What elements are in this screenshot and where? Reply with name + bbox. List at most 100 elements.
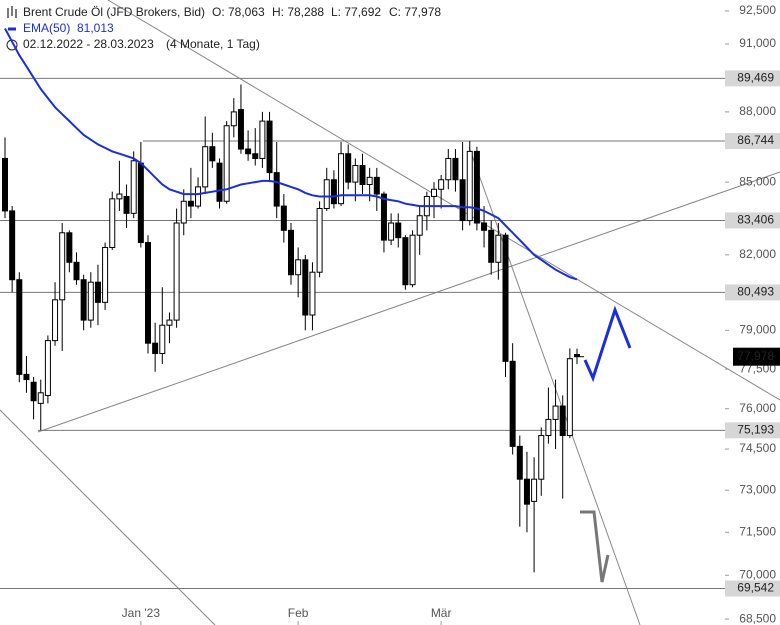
candle-body (130, 160, 137, 214)
candle-body (16, 279, 23, 375)
open-label: O: 78,063 (212, 5, 265, 19)
candle-body (359, 165, 366, 186)
candle-body (488, 229, 495, 263)
candle-body (202, 146, 209, 188)
candle-body (266, 120, 273, 174)
candle-body (566, 358, 573, 437)
candle-body (481, 222, 488, 231)
trend-line (37, 171, 780, 433)
y-tick-label: 71,500 (739, 524, 776, 538)
candle-body (9, 210, 16, 281)
candle-body (159, 324, 166, 355)
candle-body (52, 299, 59, 342)
level-label-box (725, 132, 780, 149)
level-label-box (725, 422, 780, 439)
candle-body (559, 405, 566, 437)
candle-body (280, 205, 287, 231)
y-tick-label: 91,000 (739, 36, 776, 50)
level-label-box (725, 284, 780, 301)
candle-body (473, 150, 480, 224)
level-label-box (725, 580, 780, 597)
close-label: C: 77,978 (389, 5, 441, 19)
candle-body (545, 418, 552, 437)
level-label: 86,744 (737, 133, 774, 147)
candle-body (123, 195, 130, 214)
candle-body (166, 319, 173, 326)
y-tick-label: 74,500 (739, 441, 776, 455)
period: 02.12.2022 - 28.03.2023 (23, 37, 154, 51)
candle-body (373, 176, 380, 195)
candle-body (466, 150, 473, 222)
candle-body (30, 381, 37, 402)
y-tick-label: 88,000 (739, 104, 776, 118)
level-label: 69,542 (737, 581, 774, 595)
ema-value: 81,013 (77, 21, 114, 35)
instrument-title: Brent Crude Öl (JFD Brokers, Bid) (23, 5, 205, 19)
y-tick-label: 82,000 (739, 247, 776, 261)
candle-body (438, 179, 445, 190)
header: Brent Crude Öl (JFD Brokers, Bid) O: 78,… (6, 5, 441, 51)
candle-body (66, 232, 73, 263)
candle-body (431, 188, 437, 197)
candle-body (345, 153, 352, 183)
candle-body (94, 281, 101, 303)
level-label-box (725, 70, 780, 87)
x-tick-label: Feb (288, 606, 309, 620)
candle-body (538, 435, 545, 480)
y-tick-label: 76,000 (739, 401, 776, 415)
candle-body (338, 153, 345, 205)
candle-body (195, 186, 202, 207)
level-label: 89,469 (737, 71, 774, 85)
candle-body (259, 120, 266, 159)
trend-line (0, 409, 216, 625)
low-label: L: 77,692 (331, 5, 381, 19)
candle-body (516, 445, 523, 480)
candle-body (459, 179, 466, 222)
candle-body (409, 234, 416, 286)
y-tick-label: 68,500 (739, 611, 776, 625)
ohlc-icon (7, 6, 17, 18)
y-tick-label: 70,000 (739, 567, 776, 581)
candle-body (180, 200, 187, 224)
ema-legend: EMA(50) (23, 21, 70, 35)
price-marker-box (733, 347, 780, 366)
candle-body (223, 125, 230, 202)
candle-body (309, 271, 316, 316)
candle-body (145, 242, 151, 344)
candle-body (59, 232, 66, 301)
candle-body (173, 222, 180, 321)
candle-body (288, 229, 294, 276)
price-marker-label: 77,978 (737, 349, 774, 363)
y-tick-label: 73,000 (739, 482, 776, 496)
period-span: (4 Monate, 1 Tag) (166, 37, 260, 51)
candle-body (366, 176, 373, 186)
candle-body (452, 157, 459, 181)
y-tick-label: 92,500 (739, 3, 776, 17)
x-tick-label: Mär (431, 606, 452, 620)
candle-body (323, 179, 330, 209)
candle-body (44, 340, 51, 396)
candle-body (187, 200, 194, 207)
candle-body (137, 162, 144, 244)
candle-body (87, 281, 94, 321)
candle-body (552, 405, 559, 420)
candle-body (152, 342, 159, 355)
candle-body (388, 222, 395, 241)
candle-body (237, 109, 244, 150)
candle-body (23, 373, 30, 381)
candle-body (295, 259, 302, 276)
candle-body (509, 360, 516, 447)
trend-line (107, 0, 780, 401)
candle-body (73, 261, 80, 281)
candle-body (402, 237, 409, 286)
candle-body (316, 207, 323, 273)
level-label: 80,493 (737, 285, 774, 299)
candle-body (352, 165, 359, 183)
candle-body (102, 246, 109, 303)
candle-body (416, 215, 423, 236)
candle-body (531, 478, 538, 502)
candle-body (395, 222, 402, 239)
candle-body (574, 353, 580, 358)
